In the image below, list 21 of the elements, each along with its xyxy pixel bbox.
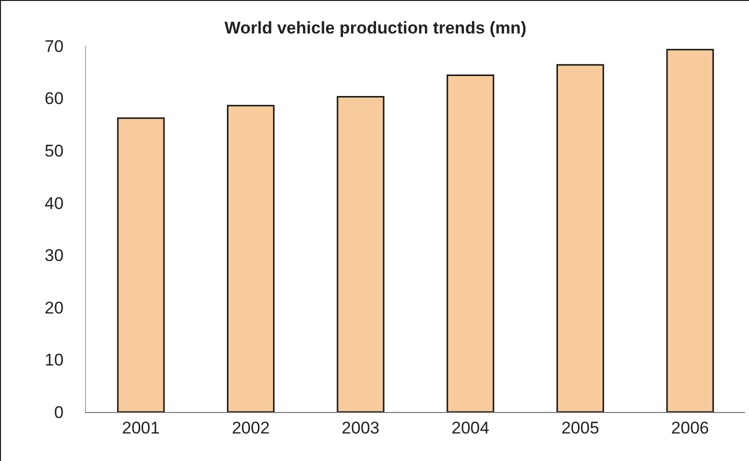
y-tick-label: 30 (44, 246, 64, 266)
chart-title: World vehicle production trends (mn) (224, 18, 526, 38)
y-tick-label: 20 (44, 298, 64, 318)
y-tick-label: 0 (54, 402, 64, 422)
bar (446, 74, 494, 412)
y-tick-label: 70 (44, 36, 64, 56)
y-tick-label: 60 (44, 89, 64, 108)
x-tick-label: 2003 (342, 418, 380, 438)
bar (226, 104, 275, 412)
y-tick-label: 40 (44, 194, 64, 213)
bar (336, 96, 384, 412)
bar (666, 48, 714, 412)
bar (117, 117, 165, 412)
x-tick-label: 2005 (561, 418, 600, 438)
x-tick-label: 2004 (452, 418, 490, 438)
x-tick-label: 2002 (232, 418, 270, 438)
x-tick-label: 2001 (122, 418, 160, 438)
y-tick-label: 50 (44, 142, 64, 161)
x-tick-label: 2006 (671, 418, 709, 438)
bar (556, 64, 604, 412)
y-tick-label: 10 (44, 350, 64, 370)
